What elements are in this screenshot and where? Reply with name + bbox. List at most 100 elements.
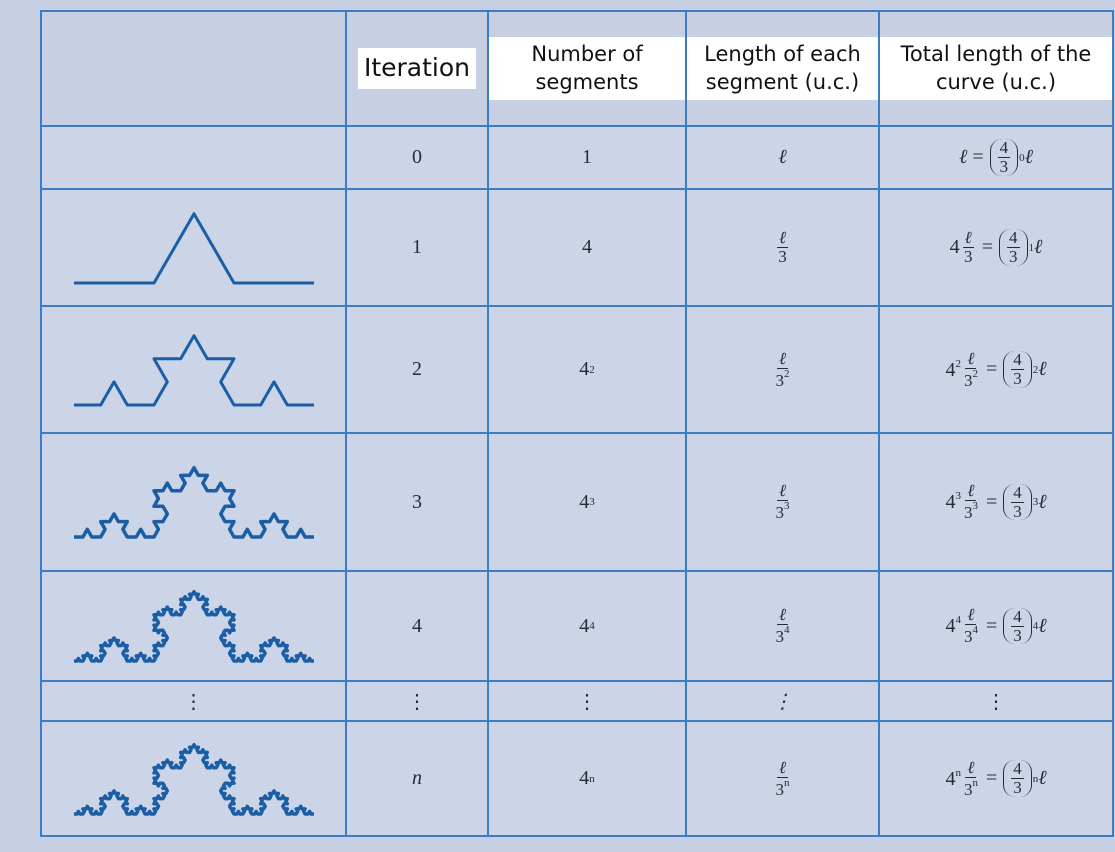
segments-cell: 1 [489,127,687,190]
header-cell: Number of segments [489,12,687,127]
factor: ℓ [1025,146,1033,169]
segments-cell: 42 [489,307,687,434]
iteration: n [412,767,422,790]
iteration-cell: 4 [347,572,489,682]
denominator-base: 3 [776,371,785,390]
denominator-base: 3 [1000,157,1009,176]
coefficient: 44 [945,614,961,638]
lhs-text: ℓ [959,146,967,169]
segments-base: 4 [579,358,589,381]
denominator-base: 3 [1013,369,1022,388]
length-text: ⋮ [773,689,793,714]
denominator: 32 [964,369,978,390]
denominator-base: 3 [778,247,787,266]
equals: = [986,491,997,514]
numerator: 4 [1011,760,1024,779]
coefficient-base: 4 [945,359,955,381]
exponent: 3 [955,490,961,502]
denominator-base: 3 [776,780,785,799]
equals: = [986,358,997,381]
curve-cell [42,572,347,682]
total: 43ℓ33=433ℓ [945,482,1046,522]
segments: ⋮ [577,689,597,714]
length: ⋮ [773,689,793,714]
koch-curve [59,576,329,676]
numerator: 4 [1007,229,1020,248]
denominator: 3 [1013,503,1022,521]
exponent: 2 [955,358,961,370]
header-cell: Iteration [347,12,489,127]
iteration: ⋮ [407,689,427,714]
numerator: ℓ [963,229,974,248]
segments-cell: ⋮ [489,682,687,722]
denominator: 33 [776,501,790,522]
exponent: 4 [955,614,961,626]
coefficient: 42 [945,358,961,382]
segments: 1 [582,146,592,169]
denominator: 3 [964,248,973,266]
exponent: 2 [972,368,978,380]
denominator: 33 [964,501,978,522]
factor: ℓ [1038,358,1046,381]
header-cell: Total length of the curve (u.c.) [880,12,1114,127]
ellipsis: ⋮ [184,689,204,714]
iteration-cell: 3 [347,434,489,572]
total-text: ⋮ [986,689,1006,714]
exponent: n [972,777,978,789]
numerator: ℓ [965,350,976,369]
denominator: 3 [1013,779,1022,797]
length: ℓ [778,146,786,169]
coefficient: 43 [945,490,961,514]
equals: = [972,146,983,169]
segments: 4 [582,236,592,259]
length: ℓ3 [774,229,791,266]
denominator: 3n [964,778,978,799]
exponent: 4 [589,620,595,632]
exponent: n [589,773,595,785]
total-cell: ⋮ [880,682,1114,722]
iteration: 2 [412,358,422,381]
iteration-cell: 2 [347,307,489,434]
denominator-base: 3 [1013,502,1022,521]
fraction: 43 [1011,351,1024,388]
exponent: 2 [589,364,595,376]
total-cell: 4nℓ3n=43nℓ [880,722,1114,837]
denominator: 3 [1013,627,1022,645]
curve-line [74,213,314,282]
segments-base: ⋮ [577,689,597,714]
total: ⋮ [986,689,1006,714]
header-text: Total length of the curve (u.c.) [880,37,1112,100]
length-cell: ℓ [687,127,880,190]
koch-curve [59,198,329,298]
segments-base: 4 [579,767,589,790]
page: Iteration Number of segmentsLength of eac… [0,0,1115,852]
exponent: 3 [784,500,790,512]
exponent: 3 [589,496,595,508]
header-text: Length of each segment (u.c.) [687,37,878,100]
exponent: 4 [972,624,978,636]
header-text: Iteration [358,48,476,89]
iteration-cell: 1 [347,190,489,307]
denominator: 3n [776,778,790,799]
segments-cell: 4 [489,190,687,307]
equals: = [986,615,997,638]
iteration: 0 [412,146,422,169]
curve-cell [42,127,347,190]
total-cell: 43ℓ33=433ℓ [880,434,1114,572]
koch-curve [59,320,329,420]
exponent: n [784,777,790,789]
